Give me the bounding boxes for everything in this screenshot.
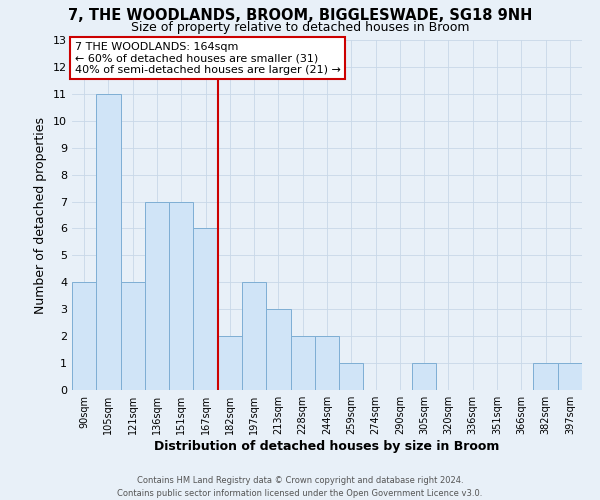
Bar bbox=[339, 363, 364, 390]
Bar bbox=[72, 282, 96, 390]
Bar bbox=[169, 202, 193, 390]
Bar bbox=[533, 363, 558, 390]
Y-axis label: Number of detached properties: Number of detached properties bbox=[34, 116, 47, 314]
Bar bbox=[193, 228, 218, 390]
Text: 7, THE WOODLANDS, BROOM, BIGGLESWADE, SG18 9NH: 7, THE WOODLANDS, BROOM, BIGGLESWADE, SG… bbox=[68, 8, 532, 22]
Bar bbox=[121, 282, 145, 390]
Bar bbox=[558, 363, 582, 390]
Text: Size of property relative to detached houses in Broom: Size of property relative to detached ho… bbox=[131, 21, 469, 34]
Text: Contains HM Land Registry data © Crown copyright and database right 2024.
Contai: Contains HM Land Registry data © Crown c… bbox=[118, 476, 482, 498]
X-axis label: Distribution of detached houses by size in Broom: Distribution of detached houses by size … bbox=[154, 440, 500, 453]
Bar bbox=[218, 336, 242, 390]
Bar bbox=[412, 363, 436, 390]
Bar bbox=[315, 336, 339, 390]
Bar bbox=[96, 94, 121, 390]
Bar bbox=[242, 282, 266, 390]
Bar bbox=[266, 309, 290, 390]
Bar bbox=[290, 336, 315, 390]
Text: 7 THE WOODLANDS: 164sqm
← 60% of detached houses are smaller (31)
40% of semi-de: 7 THE WOODLANDS: 164sqm ← 60% of detache… bbox=[74, 42, 340, 75]
Bar bbox=[145, 202, 169, 390]
